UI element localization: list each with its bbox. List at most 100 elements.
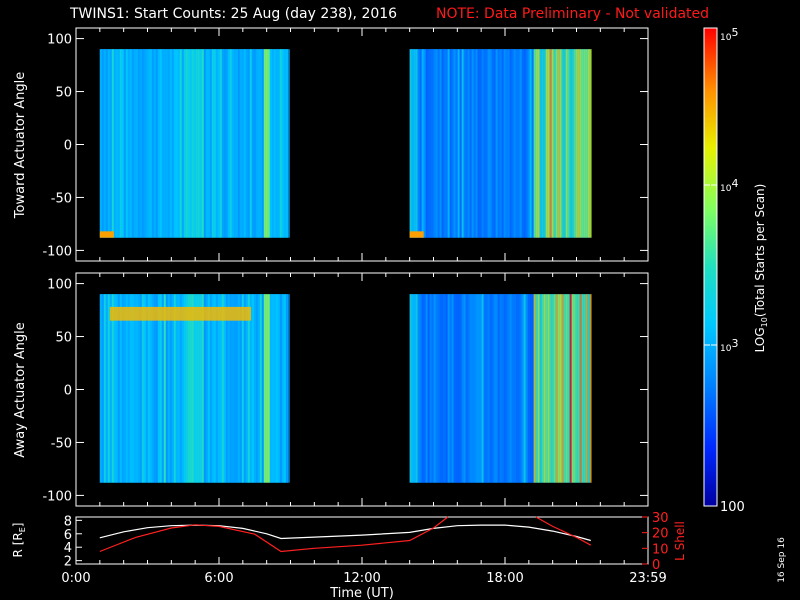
heatmap-stripe [533,294,536,483]
heatmap-stripe [469,49,472,238]
colorbar-label-prefix: LOG [753,327,767,352]
heatmap-stripe [511,294,514,483]
heatmap-stripe [157,294,160,483]
heatmap-stripe [133,49,136,238]
heatmap-stripe [253,294,256,483]
lshell-tick-label: 20 [652,527,669,542]
heatmap-stripe [177,49,180,238]
heatmap-stripe [113,294,116,483]
heatmap-stripe [585,49,588,238]
heatmap-stripe [441,294,444,483]
heatmap-stripe [521,294,524,483]
heatmap-stripe [411,294,414,483]
heatmap-stripe [507,294,510,483]
heatmap-stripe [139,294,142,483]
heatmap-stripe [255,49,258,238]
heatmap-stripe [173,294,176,483]
heatmap-stripe [117,49,120,238]
heatmap-stripe [285,294,288,483]
heatmap-stripe [155,294,158,483]
y-tick-label: 50 [55,331,72,346]
heatmap-band [109,306,252,321]
heatmap-stripe [491,294,494,483]
heatmap-stripe [195,294,198,483]
heatmap-stripe [125,294,128,483]
heatmap-stripe [219,49,222,238]
heatmap-stripe [489,294,492,483]
heatmap-stripe [567,294,570,483]
heatmap-stripe [213,294,216,483]
heatmap-stripe [151,294,154,483]
heatmap-stripe [575,49,578,238]
heatmap-stripe [187,294,190,483]
heatmap-stripe [473,49,476,238]
y-tick-label: 0 [64,139,72,154]
heatmap-stripe [537,49,540,238]
away-ylabel: Away Actuator Angle [13,322,28,457]
toward-heatmap [99,49,592,238]
r-tick-label: 2 [64,555,72,570]
lshell-tick-label: 10 [652,542,669,557]
heatmap-stripe [259,294,262,483]
heatmap-stripe [415,49,418,238]
heatmap-stripe [159,49,162,238]
heatmap-stripe [465,49,468,238]
heatmap-stripe [209,49,212,238]
heatmap-stripe [141,294,144,483]
heatmap-stripe [581,294,584,483]
heatmap-stripe [503,49,506,238]
heatmap-stripe [487,294,490,483]
heatmap-stripe [207,294,210,483]
heatmap-stripe [197,294,200,483]
heatmap-stripe [445,294,448,483]
heatmap-stripe [143,294,146,483]
heatmap-stripe [251,294,254,483]
heatmap-stripe [219,294,222,483]
y-tick-label: -100 [42,489,72,504]
heatmap-stripe [167,294,170,483]
heatmap-stripe [121,49,124,238]
heatmap-stripe [167,49,170,238]
heatmap-stripe [545,49,548,238]
heatmap-stripe [127,49,130,238]
heatmap-stripe [461,49,464,238]
heatmap-stripe [451,49,454,238]
heatmap-stripe [191,49,194,238]
heatmap-stripe [223,294,226,483]
heatmap-stripe [415,294,418,483]
heatmap-stripe [131,294,134,483]
heatmap-stripe [527,294,530,483]
y-tick-label: 100 [47,278,72,293]
heatmap-stripe [205,294,208,483]
cb4-exp: 4 [731,177,738,190]
heatmap-stripe [559,49,562,238]
heatmap-stripe [145,49,148,238]
heatmap-stripe [439,49,442,238]
away-y-ticks: 100 50 0 -50 -100 [42,273,649,506]
heatmap-stripe [529,294,532,483]
heatmap-stripe [551,49,554,238]
heatmap-stripe [249,294,252,483]
heatmap-stripe [479,294,482,483]
heatmap-stripe [145,294,148,483]
heatmap-stripe [189,294,192,483]
heatmap-stripe [563,49,566,238]
heatmap-stripe [171,49,174,238]
heatmap-stripe [287,294,290,483]
colorbar-gradient [703,27,718,507]
heatmap-stripe [573,294,576,483]
heatmap-stripe [483,294,486,483]
r-axis-label-sub: E [18,527,27,532]
heatmap-stripe [573,49,576,238]
heatmap-stripe [495,294,498,483]
heatmap-stripe [243,49,246,238]
heatmap-stripe [549,49,552,238]
heatmap-stripe [105,49,108,238]
heatmap-stripe [473,294,476,483]
heatmap-stripe [493,294,496,483]
heatmap-stripe [537,294,540,483]
heatmap-stripe [469,294,472,483]
x-tick-label: 23:59 [629,571,666,586]
heatmap-stripe [267,294,270,483]
